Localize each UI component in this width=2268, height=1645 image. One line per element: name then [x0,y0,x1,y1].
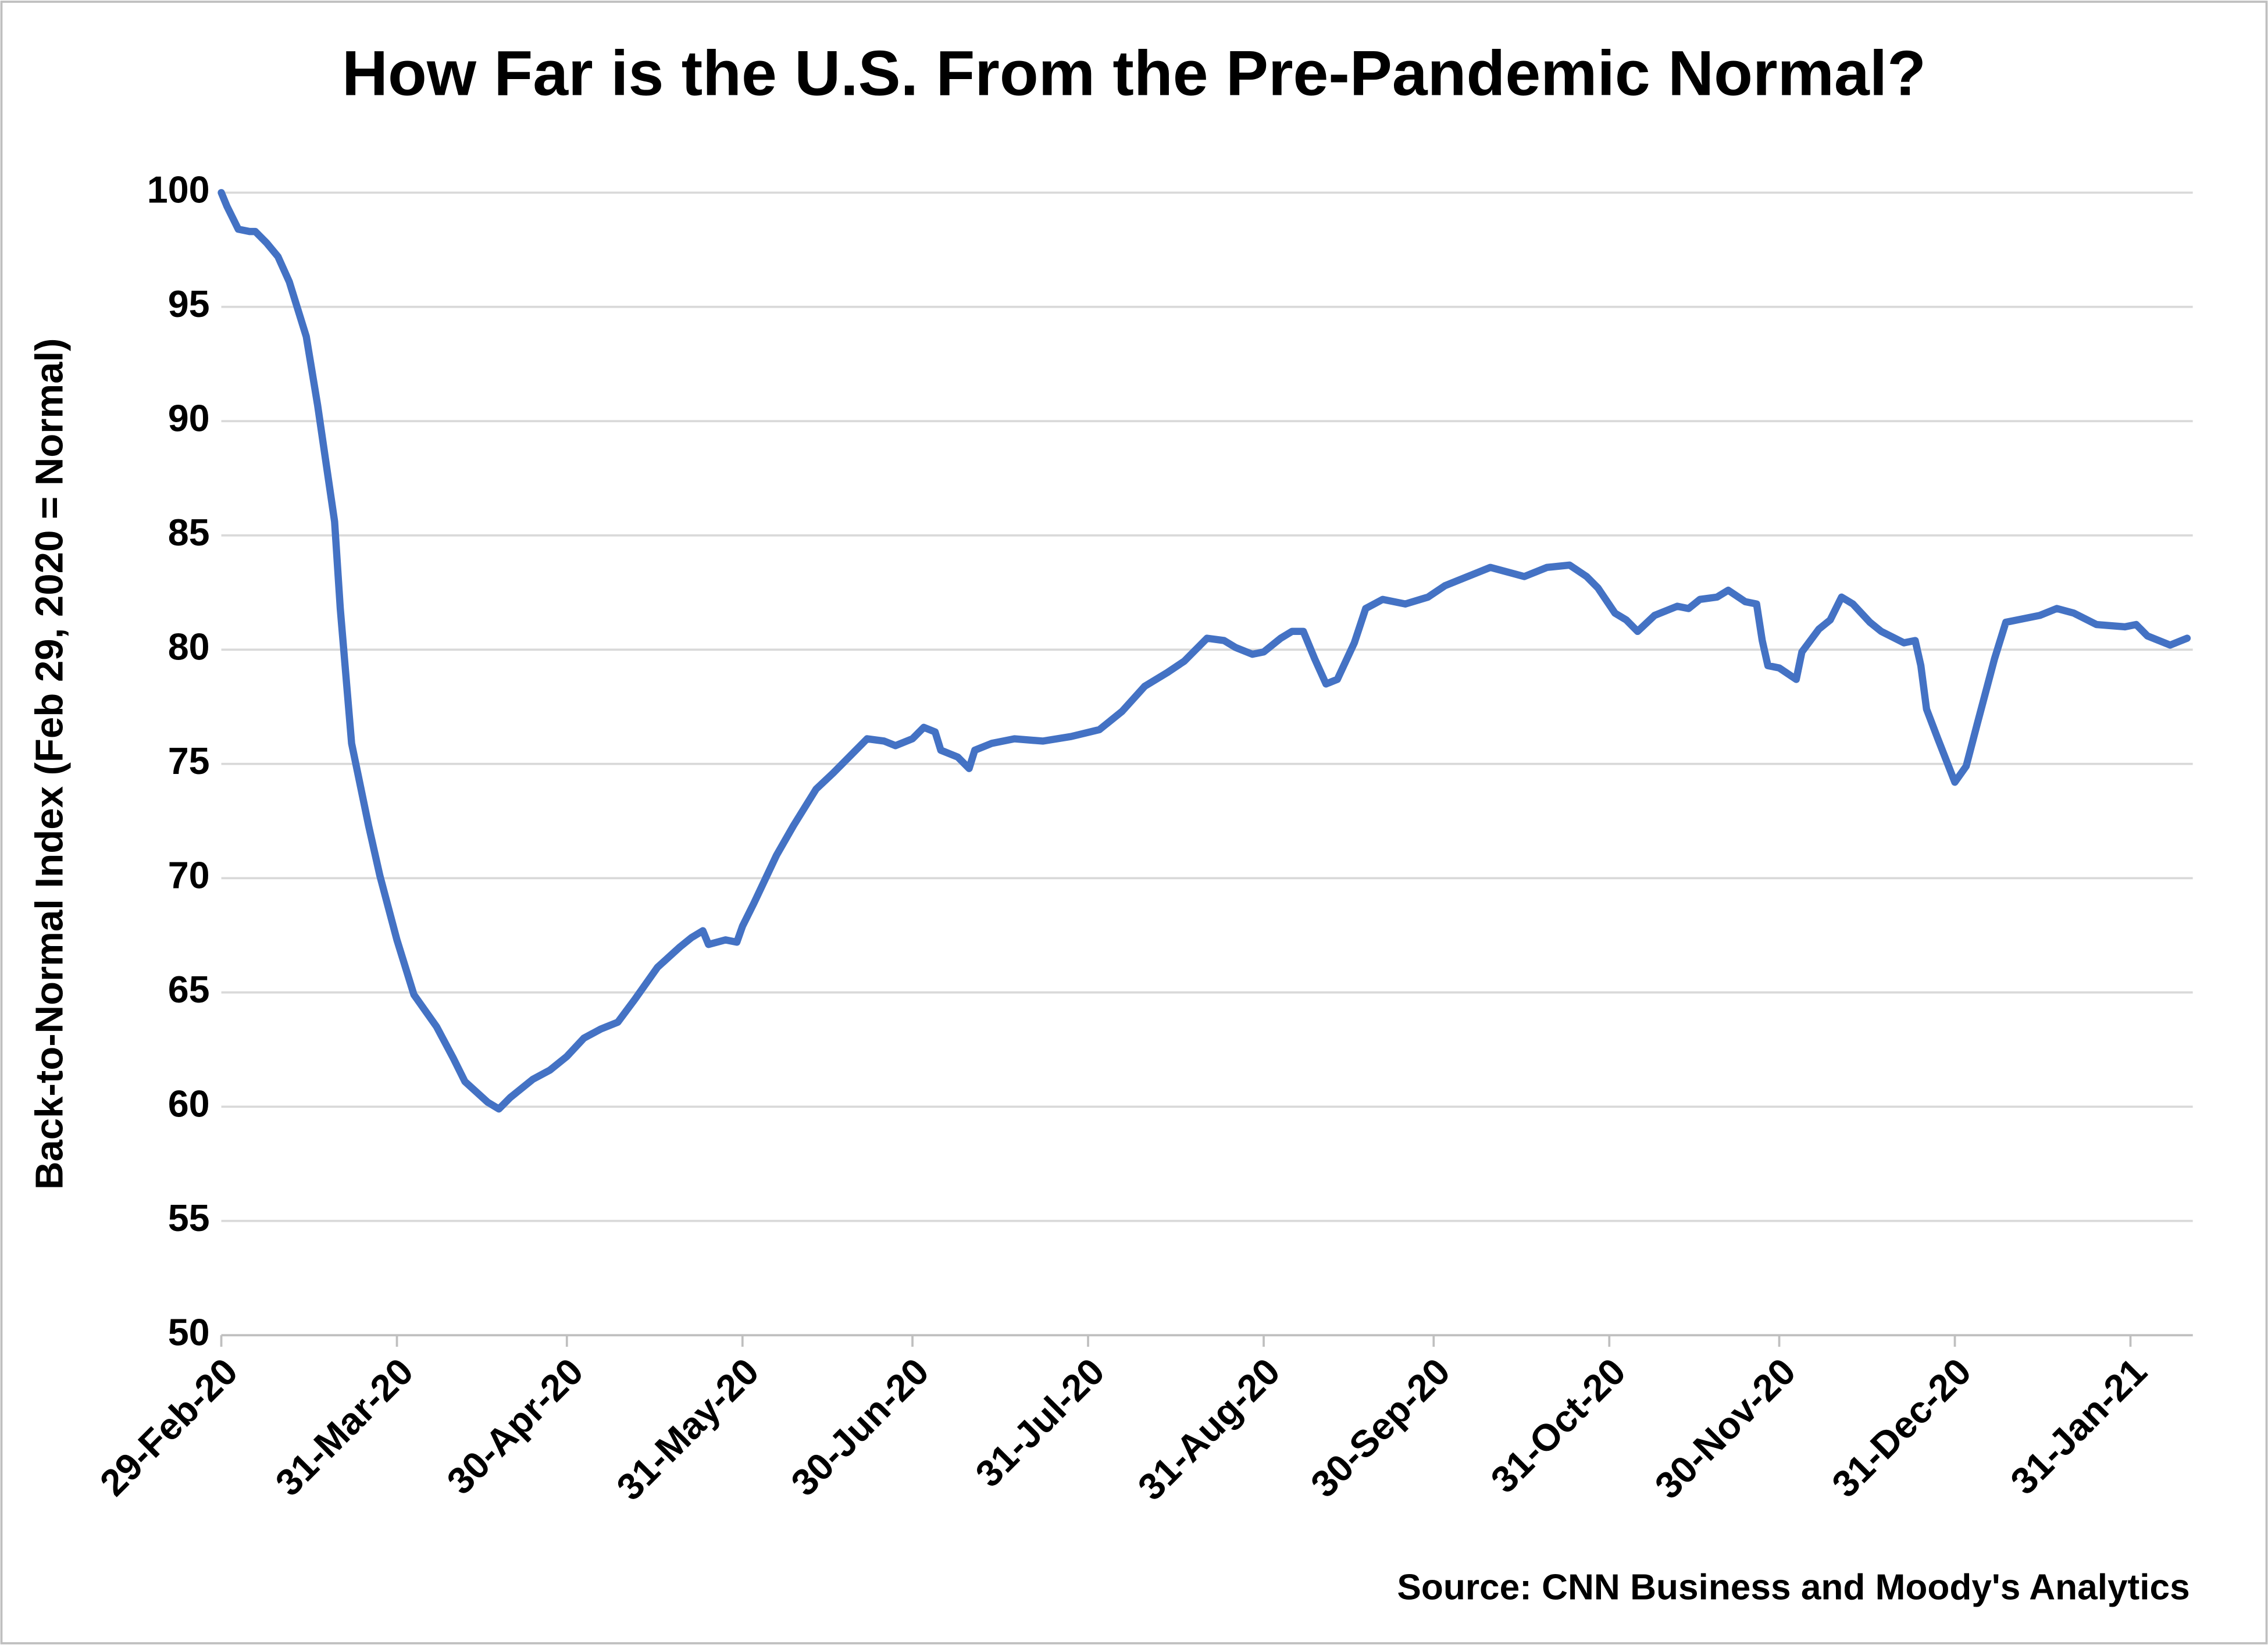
chart-title: How Far is the U.S. From the Pre-Pandemi… [342,38,1926,109]
source-note: Source: CNN Business and Moody's Analyti… [1397,1567,2189,1607]
y-tick-label: 85 [168,511,210,554]
y-tick-label: 55 [168,1197,210,1239]
data-line [217,189,2191,1113]
y-axis-title: Back-to-Normal Index (Feb 29, 2020 = Nor… [27,338,71,1190]
y-tick-label: 70 [168,854,210,896]
y-tick-label: 100 [147,168,210,210]
y-tick-label: 50 [168,1311,210,1353]
y-tick-label: 60 [168,1082,210,1125]
y-tick-label: 65 [168,968,210,1011]
y-tick-label: 80 [168,625,210,668]
y-tick-label: 75 [168,740,210,782]
y-tick-label: 90 [168,397,210,439]
y-tick-label: 95 [168,283,210,325]
